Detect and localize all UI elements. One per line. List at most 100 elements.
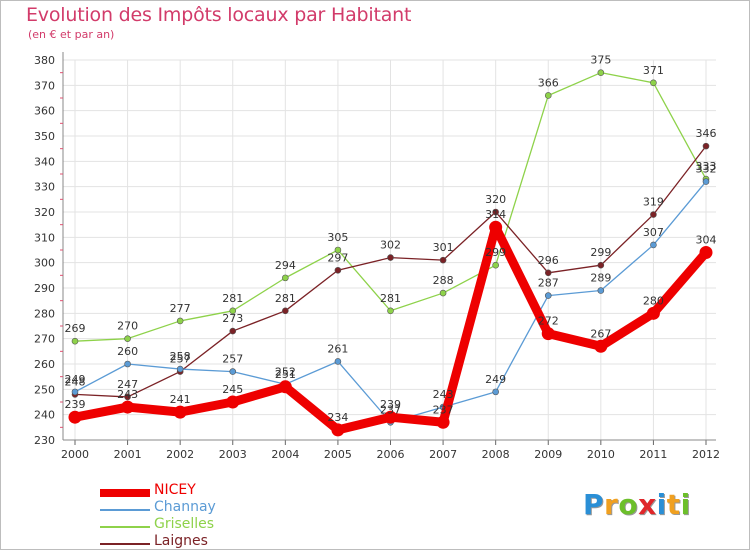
point-channay-2005 <box>335 358 341 364</box>
y-tick-label-240: 240 <box>34 409 55 422</box>
point-laignes-2006 <box>388 255 394 261</box>
data-label-channay-2002: 258 <box>170 350 191 363</box>
point-laignes-2012 <box>703 143 709 149</box>
data-label-nicey-2008: 314 <box>485 208 506 221</box>
y-tick-label-250: 250 <box>34 383 55 396</box>
data-label-nicey-2004: 251 <box>275 368 296 381</box>
x-tick-label-2012: 2012 <box>692 448 720 461</box>
data-label-channay-2009: 287 <box>538 277 559 290</box>
point-channay-2010 <box>598 288 604 294</box>
legend-label-laignes: Laignes <box>154 533 208 549</box>
point-channay-2003 <box>230 369 236 375</box>
y-tick-label-380: 380 <box>34 54 55 67</box>
point-laignes-2011 <box>650 212 656 218</box>
data-label-channay-2010: 289 <box>590 272 611 285</box>
point-laignes-2003 <box>230 328 236 334</box>
data-label-channay-2003: 257 <box>222 353 243 366</box>
point-nicey-2004 <box>279 381 291 393</box>
point-channay-2009 <box>545 293 551 299</box>
point-nicey-2009 <box>542 328 554 340</box>
x-tick-label-2007: 2007 <box>429 448 457 461</box>
point-griselles-2001 <box>125 336 131 342</box>
data-label-nicey-2012: 304 <box>696 234 717 247</box>
data-label-laignes-2003: 273 <box>222 312 243 325</box>
x-tick-label-2005: 2005 <box>324 448 352 461</box>
data-label-griselles-2002: 277 <box>170 302 191 315</box>
legend-swatch-nicey <box>100 489 150 497</box>
data-label-channay-2012: 332 <box>696 163 717 176</box>
x-tick-label-2002: 2002 <box>166 448 194 461</box>
point-nicey-2005 <box>332 424 344 436</box>
point-laignes-2004 <box>282 308 288 314</box>
data-label-channay-2001: 260 <box>117 345 138 358</box>
point-nicey-2000 <box>69 411 81 423</box>
point-nicey-2012 <box>700 247 712 259</box>
point-channay-2008 <box>493 389 499 395</box>
y-tick-label-330: 330 <box>34 181 55 194</box>
point-griselles-2008 <box>493 262 499 268</box>
y-tick-label-370: 370 <box>34 79 55 92</box>
data-label-nicey-2003: 245 <box>222 383 243 396</box>
data-label-channay-2007: 243 <box>433 388 454 401</box>
data-label-nicey-2007: 237 <box>433 403 454 416</box>
legend-swatch-channay <box>100 509 150 511</box>
point-griselles-2011 <box>650 80 656 86</box>
x-tick-label-2008: 2008 <box>482 448 510 461</box>
data-label-laignes-2009: 296 <box>538 254 559 267</box>
data-label-laignes-2008: 320 <box>485 193 506 206</box>
y-tick-label-270: 270 <box>34 333 55 346</box>
data-label-laignes-2010: 299 <box>590 246 611 259</box>
point-laignes-2010 <box>598 262 604 268</box>
data-label-channay-2000: 249 <box>65 373 86 386</box>
y-tick-label-310: 310 <box>34 231 55 244</box>
data-label-nicey-2009: 272 <box>538 315 559 328</box>
point-nicey-2010 <box>595 340 607 352</box>
data-label-laignes-2011: 319 <box>643 196 664 209</box>
point-channay-2002 <box>177 366 183 372</box>
line-chart: 2302402502602702802903003103203303403503… <box>0 0 750 550</box>
legend-label-griselles: Griselles <box>154 516 214 532</box>
data-label-channay-2011: 307 <box>643 226 664 239</box>
y-tick-label-280: 280 <box>34 307 55 320</box>
data-label-griselles-2009: 366 <box>538 76 559 89</box>
y-tick-label-350: 350 <box>34 130 55 143</box>
point-channay-2012 <box>703 179 709 185</box>
point-griselles-2010 <box>598 70 604 76</box>
x-tick-label-2000: 2000 <box>61 448 89 461</box>
point-nicey-2002 <box>174 406 186 418</box>
x-tick-label-2003: 2003 <box>219 448 247 461</box>
data-label-griselles-2000: 269 <box>65 322 86 335</box>
x-tick-label-2006: 2006 <box>377 448 405 461</box>
x-tick-label-2009: 2009 <box>534 448 562 461</box>
point-griselles-2004 <box>282 275 288 281</box>
data-label-laignes-2012: 346 <box>696 127 717 140</box>
y-tick-label-260: 260 <box>34 358 55 371</box>
y-tick-label-340: 340 <box>34 155 55 168</box>
y-tick-label-360: 360 <box>34 105 55 118</box>
data-label-laignes-2006: 302 <box>380 239 401 252</box>
point-laignes-2005 <box>335 267 341 273</box>
legend-label-channay: Channay <box>154 499 216 515</box>
legend-swatch-laignes <box>100 543 150 545</box>
legend-swatch-griselles <box>100 526 150 528</box>
legend-label-nicey: NICEY <box>154 482 196 498</box>
point-channay-2000 <box>72 389 78 395</box>
data-label-nicey-2010: 267 <box>590 327 611 340</box>
point-griselles-2007 <box>440 290 446 296</box>
point-nicey-2001 <box>122 401 134 413</box>
data-label-laignes-2007: 301 <box>433 241 454 254</box>
data-label-griselles-2011: 371 <box>643 64 664 77</box>
point-griselles-2006 <box>388 308 394 314</box>
x-tick-label-2004: 2004 <box>271 448 299 461</box>
data-label-nicey-2006: 239 <box>380 398 401 411</box>
data-label-nicey-2001: 243 <box>117 388 138 401</box>
y-tick-label-320: 320 <box>34 206 55 219</box>
x-tick-label-2010: 2010 <box>587 448 615 461</box>
point-griselles-2002 <box>177 318 183 324</box>
y-tick-label-290: 290 <box>34 282 55 295</box>
data-label-nicey-2011: 280 <box>643 294 664 307</box>
data-label-griselles-2001: 270 <box>117 320 138 333</box>
x-tick-label-2011: 2011 <box>639 448 667 461</box>
data-label-laignes-2005: 297 <box>327 251 348 264</box>
data-label-griselles-2006: 281 <box>380 292 401 305</box>
